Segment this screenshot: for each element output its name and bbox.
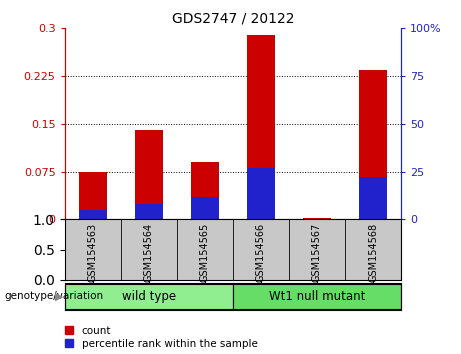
Bar: [303, 218, 331, 219]
Text: GSM154567: GSM154567: [312, 222, 322, 282]
Bar: [191, 162, 219, 219]
Bar: [359, 70, 387, 219]
Text: ▶: ▶: [55, 291, 63, 302]
Text: GSM154565: GSM154565: [200, 222, 210, 282]
Text: genotype/variation: genotype/variation: [5, 291, 104, 302]
Text: GSM154563: GSM154563: [88, 222, 98, 282]
Text: wild type: wild type: [122, 290, 176, 303]
Text: Wt1 null mutant: Wt1 null mutant: [269, 290, 365, 303]
Bar: [247, 168, 275, 219]
Bar: [135, 130, 163, 219]
Bar: [233, 284, 401, 309]
Bar: [135, 204, 163, 219]
Bar: [78, 210, 106, 219]
Bar: [78, 172, 106, 219]
Legend: count, percentile rank within the sample: count, percentile rank within the sample: [65, 326, 258, 349]
Text: GSM154564: GSM154564: [144, 222, 154, 282]
Bar: [65, 284, 233, 309]
Bar: [191, 196, 219, 219]
Text: GSM154566: GSM154566: [256, 222, 266, 282]
Title: GDS2747 / 20122: GDS2747 / 20122: [171, 12, 294, 26]
Bar: [359, 177, 387, 219]
Bar: [247, 35, 275, 219]
Text: GSM154568: GSM154568: [368, 222, 378, 282]
